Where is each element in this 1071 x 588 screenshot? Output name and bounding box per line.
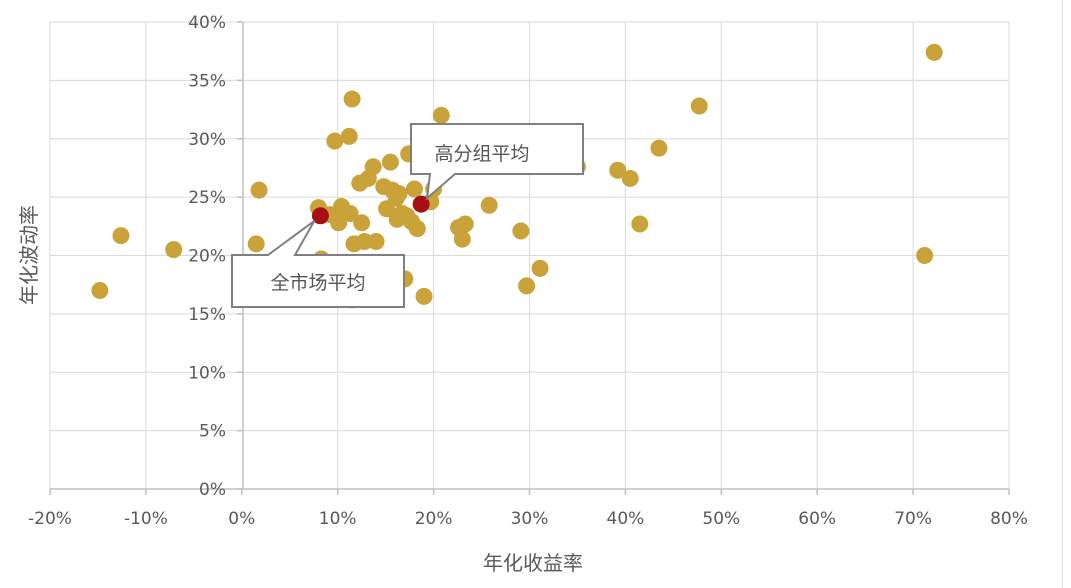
y-tick-label: 25% (188, 188, 226, 208)
callout-market-label: 全市场平均 (270, 272, 365, 294)
x-tick-label: 70% (894, 509, 932, 529)
highlight-points (311, 195, 430, 225)
x-tick-label: -10% (124, 509, 168, 529)
data-point (690, 97, 708, 115)
data-point (531, 259, 549, 277)
data-point (340, 127, 358, 145)
y-tick-labels: 0% 5% 10% 15% 20% 25% 30% 35% 40% (188, 13, 226, 500)
x-tick-label: 80% (990, 509, 1028, 529)
data-point (165, 241, 183, 259)
data-point (415, 287, 433, 305)
callouts: 全市场平均 高分组平均 (231, 123, 584, 308)
y-tick-label: 30% (188, 130, 226, 150)
x-tick-labels: -20% -10% 0% 10% 20% 30% 40% 50% 60% 70% 80% (28, 509, 1028, 529)
callout-high-score-label: 高分组平均 (434, 143, 529, 165)
data-point (609, 161, 627, 179)
frame-divider (1062, 0, 1063, 588)
data-point (353, 214, 371, 232)
data-point (621, 169, 639, 187)
x-axis-title: 年化收益率 (483, 551, 583, 575)
y-axis-title: 年化波动率 (17, 205, 41, 305)
x-tick-label: 40% (607, 509, 645, 529)
highlight-point (311, 207, 329, 225)
grid-lines (49, 21, 1010, 489)
data-point (112, 227, 130, 245)
y-tick-label: 5% (199, 422, 226, 442)
data-point (326, 132, 344, 150)
x-tick-label: 30% (511, 509, 549, 529)
data-point (250, 181, 268, 199)
y-tick-label: 20% (188, 247, 226, 267)
y-tick-label: 10% (188, 363, 226, 383)
data-point (247, 235, 265, 253)
data-point (381, 153, 399, 171)
data-point (631, 215, 649, 233)
x-tick-label: -20% (28, 509, 72, 529)
data-point (432, 106, 450, 124)
data-point (405, 180, 423, 198)
data-point (518, 277, 536, 295)
x-tick-label: 60% (798, 509, 836, 529)
data-point (390, 185, 408, 203)
callout-market-box (231, 219, 405, 308)
data-point (343, 90, 361, 108)
data-point (916, 247, 934, 264)
x-tick-label: 20% (415, 509, 453, 529)
highlight-point (412, 195, 430, 213)
y-tick-label: 0% (199, 480, 226, 500)
callout-high-score-box (410, 123, 584, 201)
x-tick-label: 10% (319, 509, 357, 529)
data-point (341, 204, 359, 222)
data-point (650, 139, 668, 157)
data-point (91, 282, 109, 300)
data-point (480, 196, 498, 214)
data-point (925, 43, 943, 61)
y-tick-label: 15% (188, 305, 226, 325)
data-point (367, 232, 385, 250)
y-tick-label: 40% (188, 13, 226, 33)
data-point (330, 214, 348, 232)
data-point (512, 222, 530, 240)
data-point (408, 220, 426, 238)
y-tick-label: 35% (188, 71, 226, 91)
x-tick-label: 0% (228, 509, 255, 529)
data-point (453, 230, 471, 248)
data-point (456, 215, 474, 233)
data-point (364, 158, 382, 176)
x-tick-label: 50% (702, 509, 740, 529)
